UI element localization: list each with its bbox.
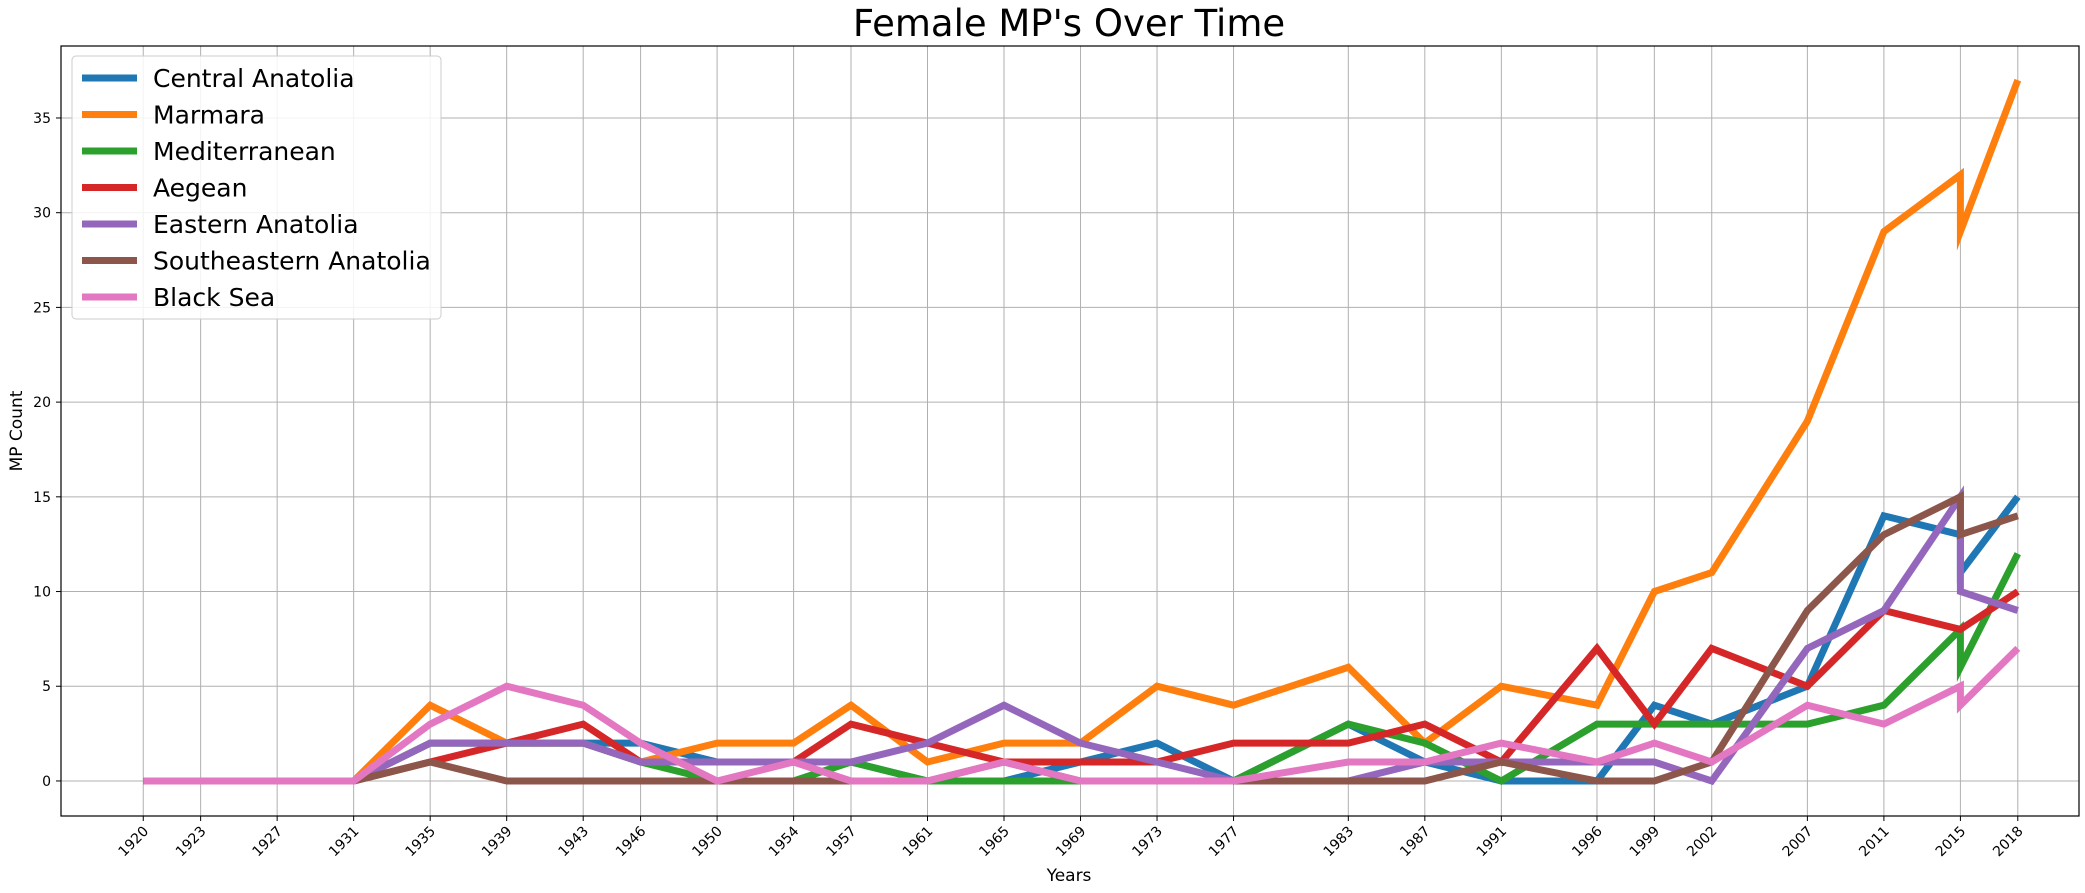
legend-label-marmara: Marmara xyxy=(153,101,265,130)
y-axis-ticks: 0 5 10 15 20 25 30 35 xyxy=(33,111,61,790)
y-axis-label: MP Count xyxy=(7,390,27,471)
legend-label-mediterranean: Mediterranean xyxy=(153,137,336,166)
y-tick-label: 15 xyxy=(33,490,51,506)
y-tick-label: 10 xyxy=(33,585,51,601)
chart-title: Female MP's Over Time xyxy=(853,2,1285,45)
y-tick-label: 20 xyxy=(33,395,51,411)
legend-label-southeastern-anatolia: Southeastern Anatolia xyxy=(153,247,431,276)
legend-label-central-anatolia: Central Anatolia xyxy=(153,64,355,93)
series-line-eastern-anatolia xyxy=(143,485,2019,786)
y-tick-label: 25 xyxy=(33,300,51,316)
series-line-aegean xyxy=(143,588,2020,785)
legend-box xyxy=(71,55,442,320)
plot-area-frame xyxy=(60,45,2080,817)
y-tick-label: 0 xyxy=(42,774,51,790)
y-tick-label: 5 xyxy=(42,679,51,695)
series-line-black-sea xyxy=(143,645,2021,785)
legend: Central Anatolia Marmara Mediterranean Aege… xyxy=(71,55,442,320)
legend-label-eastern-anatolia: Eastern Anatolia xyxy=(153,210,359,239)
y-tick-label: 35 xyxy=(33,111,51,127)
legend-label-aegean: Aegean xyxy=(153,174,247,203)
x-axis-label: Years xyxy=(1046,866,1092,886)
series-lines xyxy=(143,78,2022,786)
legend-label-black-sea: Black Sea xyxy=(153,283,275,312)
y-tick-label: 30 xyxy=(33,206,51,222)
